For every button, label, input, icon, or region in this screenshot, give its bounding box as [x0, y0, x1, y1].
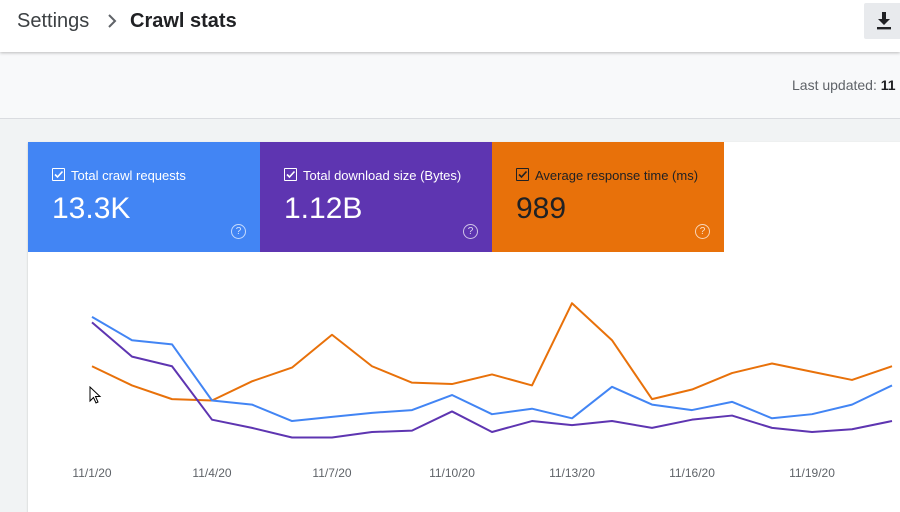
tile-label: Average response time (ms)	[535, 168, 699, 183]
checkbox-checked-icon[interactable]	[516, 168, 529, 181]
help-circle-icon[interactable]: ?	[463, 224, 478, 239]
checkbox-checked-icon[interactable]	[284, 168, 297, 181]
tile-value: 989	[516, 192, 567, 225]
crawl-stats-chart[interactable]: 11/1/20 11/4/20 11/7/20 11/10/20 11/13/20 11/…	[28, 142, 900, 512]
tile-total-download-size[interactable]: Total download size (Bytes) 1.12B ?	[260, 142, 492, 252]
tile-label: Total crawl requests	[71, 168, 186, 183]
x-tick-label: 11/7/20	[312, 466, 351, 480]
series-line-1[interactable]	[91, 321, 893, 439]
x-tick-label: 11/4/20	[192, 466, 231, 480]
series-line-2[interactable]	[91, 302, 893, 402]
x-tick-label: 11/10/20	[429, 466, 475, 480]
chevron-right-icon	[108, 14, 117, 28]
tile-total-crawl-requests[interactable]: Total crawl requests 13.3K ?	[28, 142, 260, 252]
page-title: Crawl stats	[130, 10, 237, 32]
tile-label: Total download size (Bytes)	[303, 168, 462, 183]
crawl-stats-card: Total crawl requests 13.3K ? Total downl…	[28, 142, 900, 512]
download-icon	[877, 12, 891, 30]
tile-value: 1.12B	[284, 192, 363, 225]
x-tick-label: 11/1/20	[72, 466, 111, 480]
export-button[interactable]	[864, 3, 900, 39]
x-tick-label: 11/13/20	[549, 466, 595, 480]
last-updated-value: 11	[880, 77, 896, 93]
tile-average-response-time[interactable]: Average response time (ms) 989 ?	[492, 142, 724, 252]
mouse-cursor-icon	[89, 386, 102, 404]
tile-value: 13.3K	[52, 192, 131, 225]
x-tick-label: 11/16/20	[669, 466, 715, 480]
breadcrumb-settings[interactable]: Settings	[17, 10, 90, 32]
help-circle-icon[interactable]: ?	[231, 224, 246, 239]
series-line-0[interactable]	[91, 316, 893, 423]
checkbox-checked-icon[interactable]	[52, 168, 65, 181]
status-bar: Last updated: 11	[0, 52, 900, 119]
top-bar: Settings Crawl stats	[0, 0, 900, 52]
last-updated: Last updated: 11	[792, 77, 896, 93]
x-tick-label: 11/19/20	[789, 466, 835, 480]
help-circle-icon[interactable]: ?	[695, 224, 710, 239]
last-updated-label: Last updated:	[792, 77, 877, 93]
